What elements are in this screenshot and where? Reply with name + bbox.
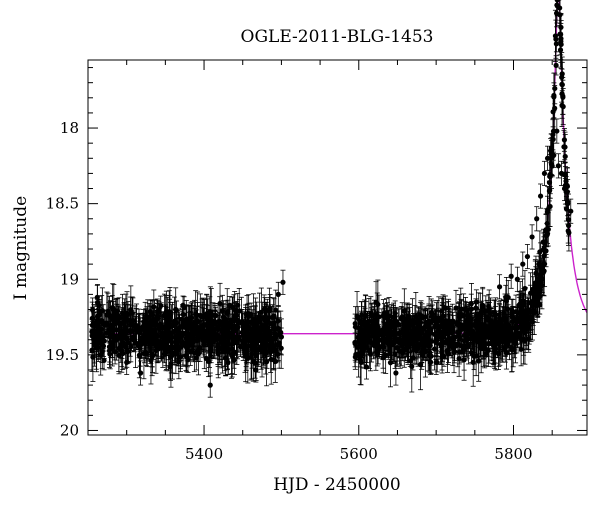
data-point xyxy=(553,62,559,68)
data-point xyxy=(553,41,559,47)
data-point xyxy=(256,314,263,320)
data-point xyxy=(167,336,174,342)
data-point xyxy=(173,351,179,357)
data-point xyxy=(180,311,186,318)
data-point xyxy=(250,358,256,364)
data-point xyxy=(91,321,97,327)
data-point xyxy=(101,357,107,364)
data-point xyxy=(110,305,116,311)
data-point xyxy=(559,102,565,108)
data-point xyxy=(218,339,224,345)
data-point xyxy=(104,312,110,318)
data-point xyxy=(196,330,202,336)
data-point xyxy=(227,302,233,309)
data-point xyxy=(96,327,102,333)
data-point xyxy=(167,354,174,360)
data-point xyxy=(191,320,198,326)
data-point xyxy=(99,318,105,324)
data-point xyxy=(106,348,113,354)
data-point xyxy=(176,359,182,365)
data-point xyxy=(259,335,265,341)
data-point xyxy=(275,351,281,357)
data-point xyxy=(186,336,192,342)
data-point xyxy=(197,334,203,340)
data-point xyxy=(441,353,447,359)
model-curve xyxy=(91,0,588,335)
data-point xyxy=(207,309,213,315)
data-point xyxy=(141,350,147,357)
data-point xyxy=(123,335,129,341)
data-point xyxy=(231,349,238,355)
data-point xyxy=(158,303,164,309)
data-point xyxy=(229,353,235,359)
data-point xyxy=(158,323,164,329)
data-point xyxy=(543,229,549,235)
observations-layer xyxy=(89,0,574,398)
model-curve-line xyxy=(91,0,588,335)
data-point xyxy=(203,355,209,361)
data-point xyxy=(136,352,142,358)
data-point xyxy=(206,340,213,346)
data-point xyxy=(185,357,191,363)
data-point xyxy=(130,318,136,324)
data-point xyxy=(222,319,228,325)
chart-title: OGLE-2011-BLG-1453 xyxy=(241,27,434,47)
data-point xyxy=(559,71,565,77)
data-point xyxy=(553,36,559,42)
data-point xyxy=(203,314,209,320)
data-point xyxy=(173,306,179,313)
data-point xyxy=(99,348,105,355)
data-point xyxy=(222,348,229,354)
data-point xyxy=(126,339,132,346)
data-point xyxy=(264,359,270,365)
data-point xyxy=(246,324,252,331)
data-point xyxy=(552,85,558,92)
data-point xyxy=(269,321,275,328)
data-point xyxy=(268,356,274,362)
data-point xyxy=(383,352,389,358)
data-point xyxy=(254,323,260,329)
data-point xyxy=(119,320,125,327)
data-point xyxy=(232,314,238,320)
data-point xyxy=(137,339,143,345)
data-point xyxy=(213,326,219,332)
data-point xyxy=(217,318,223,324)
data-point xyxy=(546,204,552,210)
data-point xyxy=(89,347,95,353)
data-point xyxy=(166,318,173,324)
data-point xyxy=(128,344,134,350)
data-point xyxy=(510,314,516,321)
data-point xyxy=(168,349,174,355)
data-point xyxy=(278,345,284,351)
data-point xyxy=(94,331,100,338)
data-point xyxy=(225,308,231,315)
data-point xyxy=(453,305,459,311)
data-point xyxy=(476,358,482,364)
data-point xyxy=(191,350,197,356)
data-point xyxy=(107,331,114,337)
data-point xyxy=(132,322,138,328)
data-point xyxy=(272,346,279,353)
data-point xyxy=(152,332,159,338)
data-point xyxy=(194,338,200,344)
